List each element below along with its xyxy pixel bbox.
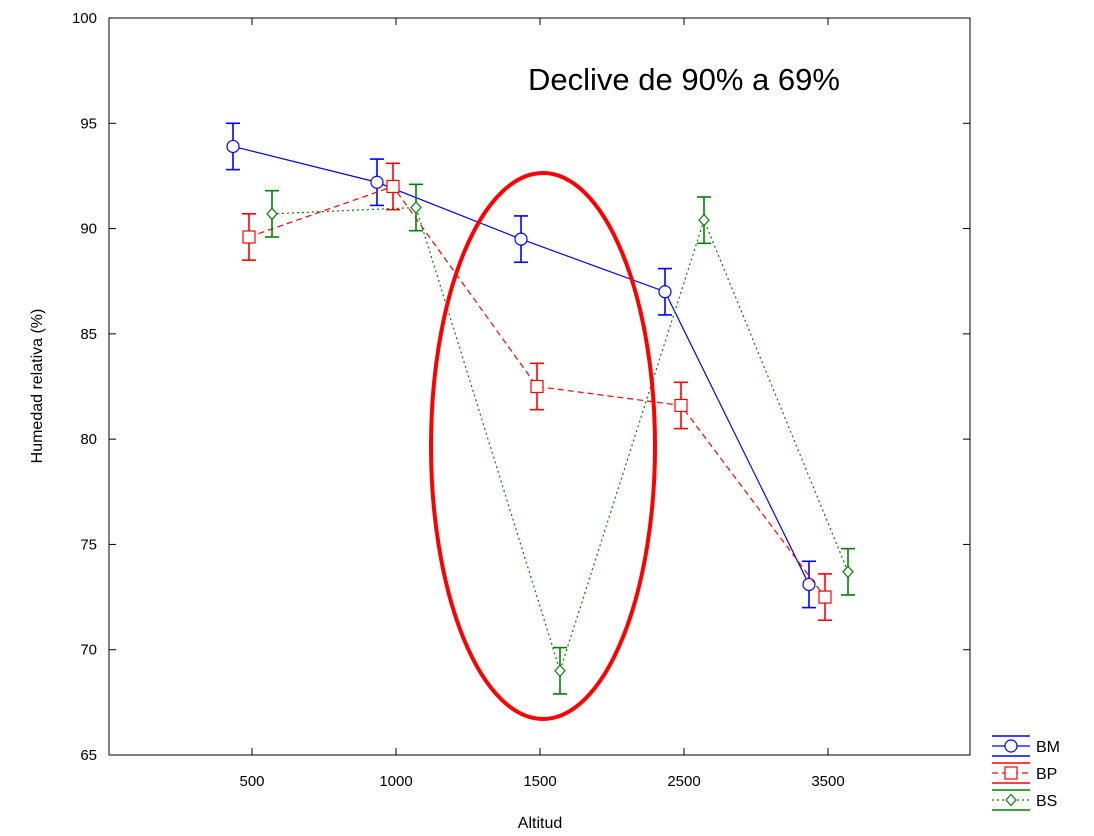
data-point (1004, 766, 1018, 780)
y-tick-label: 70 (80, 642, 97, 659)
series-layer (226, 122, 855, 695)
y-axis-title: Humedad relativa (%) (29, 309, 46, 464)
y-tick-label: 100 (72, 10, 97, 27)
data-point (530, 379, 544, 394)
data-point (1004, 739, 1018, 753)
legend-label: BS (1036, 793, 1057, 810)
x-tick-label: 500 (239, 773, 264, 790)
series-line (248, 185, 826, 598)
series-BP (242, 162, 832, 622)
legend-label: BP (1036, 766, 1057, 783)
legend-item-BM: BM (992, 735, 1060, 757)
x-axis-title: Altitud (518, 815, 562, 832)
y-tick-label: 80 (80, 431, 97, 448)
x-tick-label: 1000 (379, 773, 412, 790)
data-point (386, 179, 400, 194)
data-point (658, 285, 672, 299)
data-point (226, 139, 240, 154)
data-point (514, 232, 528, 246)
x-tick-label: 2500 (667, 773, 700, 790)
legend-item-BP: BP (992, 762, 1057, 784)
y-tick-label: 95 (80, 115, 97, 132)
data-point (266, 207, 278, 221)
data-point (802, 577, 816, 592)
data-point (554, 664, 566, 678)
x-axis: 500 1000 1500 2500 3500 (239, 18, 845, 790)
x-tick-label: 1500 (523, 773, 556, 790)
data-point (818, 590, 832, 604)
data-point (410, 201, 422, 214)
highlight-ellipse (429, 171, 657, 721)
legend-label: BM (1036, 739, 1060, 756)
y-axis: 65 70 75 80 85 90 95 100 (72, 10, 970, 764)
legend: BM BP BS (992, 735, 1060, 811)
series-line (271, 206, 849, 673)
data-point (674, 398, 688, 413)
data-point (1005, 793, 1017, 807)
legend-item-BS: BS (992, 789, 1057, 811)
data-point (370, 175, 384, 189)
data-point (842, 565, 854, 579)
y-tick-label: 65 (80, 747, 97, 764)
series-BM (226, 122, 816, 609)
y-tick-label: 85 (80, 326, 97, 343)
x-tick-label: 3500 (811, 773, 844, 790)
data-point (242, 230, 256, 244)
y-tick-label: 75 (80, 536, 97, 553)
annotation-text: Declive de 90% a 69% (528, 62, 840, 97)
data-point (698, 213, 710, 227)
y-tick-label: 90 (80, 221, 97, 238)
series-BS (265, 183, 855, 695)
